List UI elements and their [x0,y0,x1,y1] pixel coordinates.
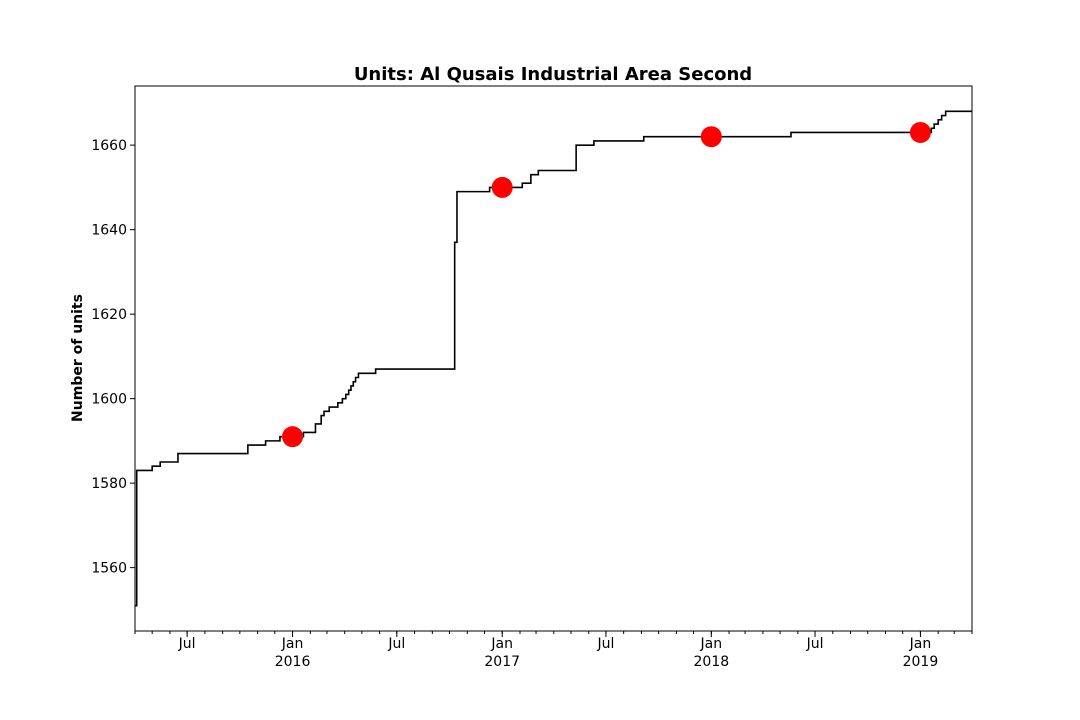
y-tick-label: 1660 [91,138,127,154]
x-tick-label: Jul [178,636,196,652]
x-tick-label: Jul [387,636,405,652]
x-tick-year-label: 2019 [903,654,939,670]
x-tick-label: Jul [596,636,614,652]
y-tick-label: 1580 [91,476,127,492]
y-tick-label: 1640 [91,223,127,239]
x-tick-label: Jan [490,636,513,652]
x-tick-label: Jul [806,636,824,652]
data-marker [491,176,513,198]
series-step-line [135,110,972,607]
chart-title: Units: Al Qusais Industrial Area Second [354,64,752,85]
x-tick-label: Jan [909,636,932,652]
axes-frame [134,85,973,632]
plot-area [135,110,972,607]
y-axis-label: Number of units [70,294,86,422]
y-tick-label: 1620 [91,307,127,323]
y-axis-ticks: 1560 1580 1600 1620 1640 1660 [91,138,135,577]
x-tick-label: Jan [281,636,304,652]
y-tick-label: 1560 [91,561,127,577]
y-tick-label: 1600 [91,392,127,408]
x-tick-year-label: 2018 [694,654,730,670]
data-marker [909,121,931,143]
data-marker [700,126,722,148]
data-marker [282,426,304,448]
x-axis-ticks: Jul Jan 2016 Jul Jan 2017 Jul Jan 2018 Jul Jan 2019 [134,631,973,670]
x-tick-year-label: 2016 [275,654,311,670]
x-tick-label: Jan [700,636,723,652]
x-tick-year-label: 2017 [484,654,520,670]
